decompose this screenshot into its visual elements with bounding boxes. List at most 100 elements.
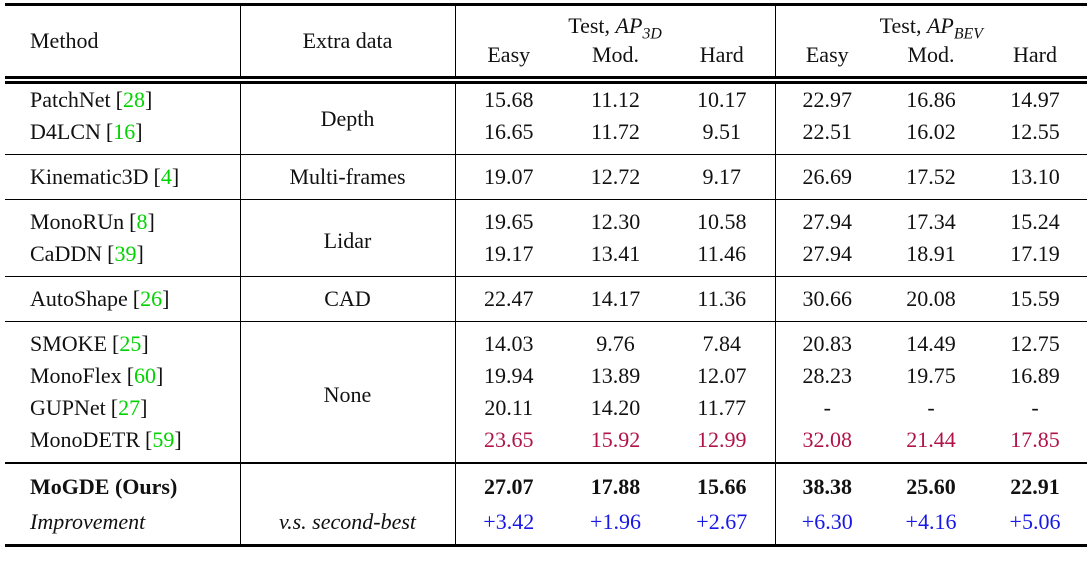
- value-cell: 7.84: [669, 321, 775, 360]
- value-cell: 25.60: [879, 462, 983, 503]
- method-name: Kinematic3D: [30, 164, 149, 189]
- citation-ref: [8]: [129, 209, 155, 234]
- method-cell: Kinematic3D [4]: [5, 154, 240, 200]
- value-cell: 21.44: [906, 427, 956, 452]
- method-cell: MoGDE (Ours): [5, 462, 240, 503]
- value-cell: 12.55: [1010, 119, 1060, 144]
- value-cell: 32.08: [774, 424, 879, 463]
- row-autoshape: AutoShape [26] CAD 22.47 14.17 11.36 30.6…: [5, 276, 1087, 322]
- citation-open-bracket: [: [115, 87, 123, 112]
- citation-ref: [39]: [107, 241, 144, 266]
- value-cell: 12.99: [697, 427, 747, 452]
- results-table: Method Extra data Test, AP3D Test, APBEV…: [5, 3, 1087, 547]
- value-cell: +3.42: [454, 503, 562, 546]
- method-name: GUPNet: [30, 395, 106, 420]
- citation-number: 8: [136, 209, 148, 234]
- value-cell: 16.86: [906, 87, 956, 112]
- value-cell: 23.65: [454, 424, 562, 463]
- value-cell: 15.59: [983, 276, 1087, 322]
- value-cell: 12.72: [562, 154, 669, 200]
- value-cell: 11.72: [591, 119, 640, 144]
- citation-ref: [16]: [106, 119, 143, 144]
- value-cell: 22.51: [774, 116, 879, 155]
- citation-ref: [25]: [112, 331, 149, 356]
- row-mogde-ours: MoGDE (Ours) 27.07 17.88 15.66 38.38 25.…: [5, 462, 1087, 503]
- value-cell: 26.69: [774, 154, 879, 200]
- extra-data-cell-empty: [239, 462, 455, 503]
- citation-open-bracket: [: [153, 164, 161, 189]
- method-cell: GUPNet [27]: [5, 392, 240, 424]
- value-cell: 17.85: [1010, 427, 1060, 452]
- value-cell: 20.11: [454, 392, 562, 424]
- value-cell: 13.10: [983, 154, 1087, 200]
- value-cell: -: [927, 395, 935, 420]
- method-cell: D4LCN [16]: [5, 116, 240, 155]
- value-cell: 17.19: [1010, 241, 1060, 266]
- citation-open-bracket: [: [107, 241, 115, 266]
- extra-data-cell: CAD: [239, 276, 455, 322]
- value-cell: 15.68: [454, 80, 562, 116]
- citation-number: 27: [118, 395, 141, 420]
- value-cell: 9.17: [669, 154, 775, 200]
- header-row-subcols: Easy Mod. Hard Easy Mod. Hard: [5, 39, 1087, 84]
- row-monorun: MonoRUn [8] Lidar 19.65 12.30 10.58 27.94…: [5, 199, 1087, 277]
- citation-close-bracket: ]: [156, 363, 164, 388]
- header-test-ap3d: Test, AP3D: [454, 4, 775, 42]
- citation-number: 60: [134, 363, 157, 388]
- citation-open-bracket: [: [129, 209, 137, 234]
- value-cell: 19.17: [454, 238, 562, 277]
- method-cell: SMOKE [25]: [5, 321, 240, 360]
- value-cell: 38.38: [774, 462, 879, 503]
- citation-close-bracket: ]: [140, 395, 148, 420]
- method-name: PatchNet: [30, 87, 111, 112]
- value-cell: 28.23: [774, 360, 879, 392]
- method-name: MonoDETR: [30, 427, 140, 452]
- row-monoflex: MonoFlex [60] 19.94 13.89 12.07 28.23 19.…: [5, 360, 1087, 392]
- header-easy-bev: Easy: [774, 39, 879, 84]
- citation-ref: [4]: [154, 164, 180, 189]
- test-prefix: Test,: [568, 13, 616, 38]
- row-patchnet: PatchNet [28] Depth 15.68 11.12 10.17 22.…: [5, 80, 1087, 155]
- value-cell: 9.51: [702, 119, 742, 144]
- citation-number: 26: [140, 286, 163, 311]
- value-cell: 19.75: [906, 363, 956, 388]
- value-cell: 27.94: [774, 199, 879, 238]
- method-cell: MonoDETR [59]: [5, 424, 240, 463]
- value-cell: 9.76: [562, 321, 669, 360]
- value-cell: +1.96: [590, 509, 641, 534]
- value-cell: 30.66: [774, 276, 879, 322]
- method-name: AutoShape: [30, 286, 128, 311]
- apbev-subscript: BEV: [953, 25, 983, 43]
- value-cell: 20.08: [879, 276, 983, 322]
- citation-close-bracket: ]: [171, 164, 180, 189]
- citation-open-bracket: [: [132, 286, 141, 311]
- value-cell: 19.07: [454, 154, 562, 200]
- value-cell: +6.30: [774, 503, 879, 546]
- value-cell: 13.41: [590, 241, 641, 266]
- value-cell: 17.88: [562, 462, 669, 503]
- header-mod-3d: Mod.: [562, 39, 669, 84]
- extra-data-cell: Multi-frames: [239, 154, 455, 200]
- extra-data-cell: Lidar: [239, 199, 455, 277]
- header-method: Method: [5, 4, 240, 84]
- value-cell: 20.83: [774, 321, 879, 360]
- method-cell: MonoRUn [8]: [5, 199, 240, 238]
- row-gupnet: GUPNet [27] 20.11 14.20 11.77 - - -: [5, 392, 1087, 424]
- value-cell: 14.03: [454, 321, 562, 360]
- value-cell: 17.52: [879, 154, 983, 200]
- citation-close-bracket: ]: [136, 241, 144, 266]
- extra-data-cell: v.s. second-best: [239, 503, 455, 546]
- value-cell: 22.91: [983, 462, 1087, 503]
- method-name: MonoFlex: [30, 363, 122, 388]
- value-cell: 19.65: [454, 199, 562, 238]
- value-cell: 22.47: [454, 276, 562, 322]
- citation-close-bracket: ]: [174, 427, 182, 452]
- value-cell: 12.30: [562, 199, 669, 238]
- value-cell: 14.49: [879, 321, 983, 360]
- value-cell: 12.07: [697, 363, 747, 388]
- citation-ref: [59]: [145, 427, 182, 452]
- citation-ref: [28]: [116, 87, 153, 112]
- value-cell: 11.36: [669, 276, 775, 322]
- value-cell: 14.20: [590, 395, 641, 420]
- test-prefix: Test,: [879, 13, 927, 38]
